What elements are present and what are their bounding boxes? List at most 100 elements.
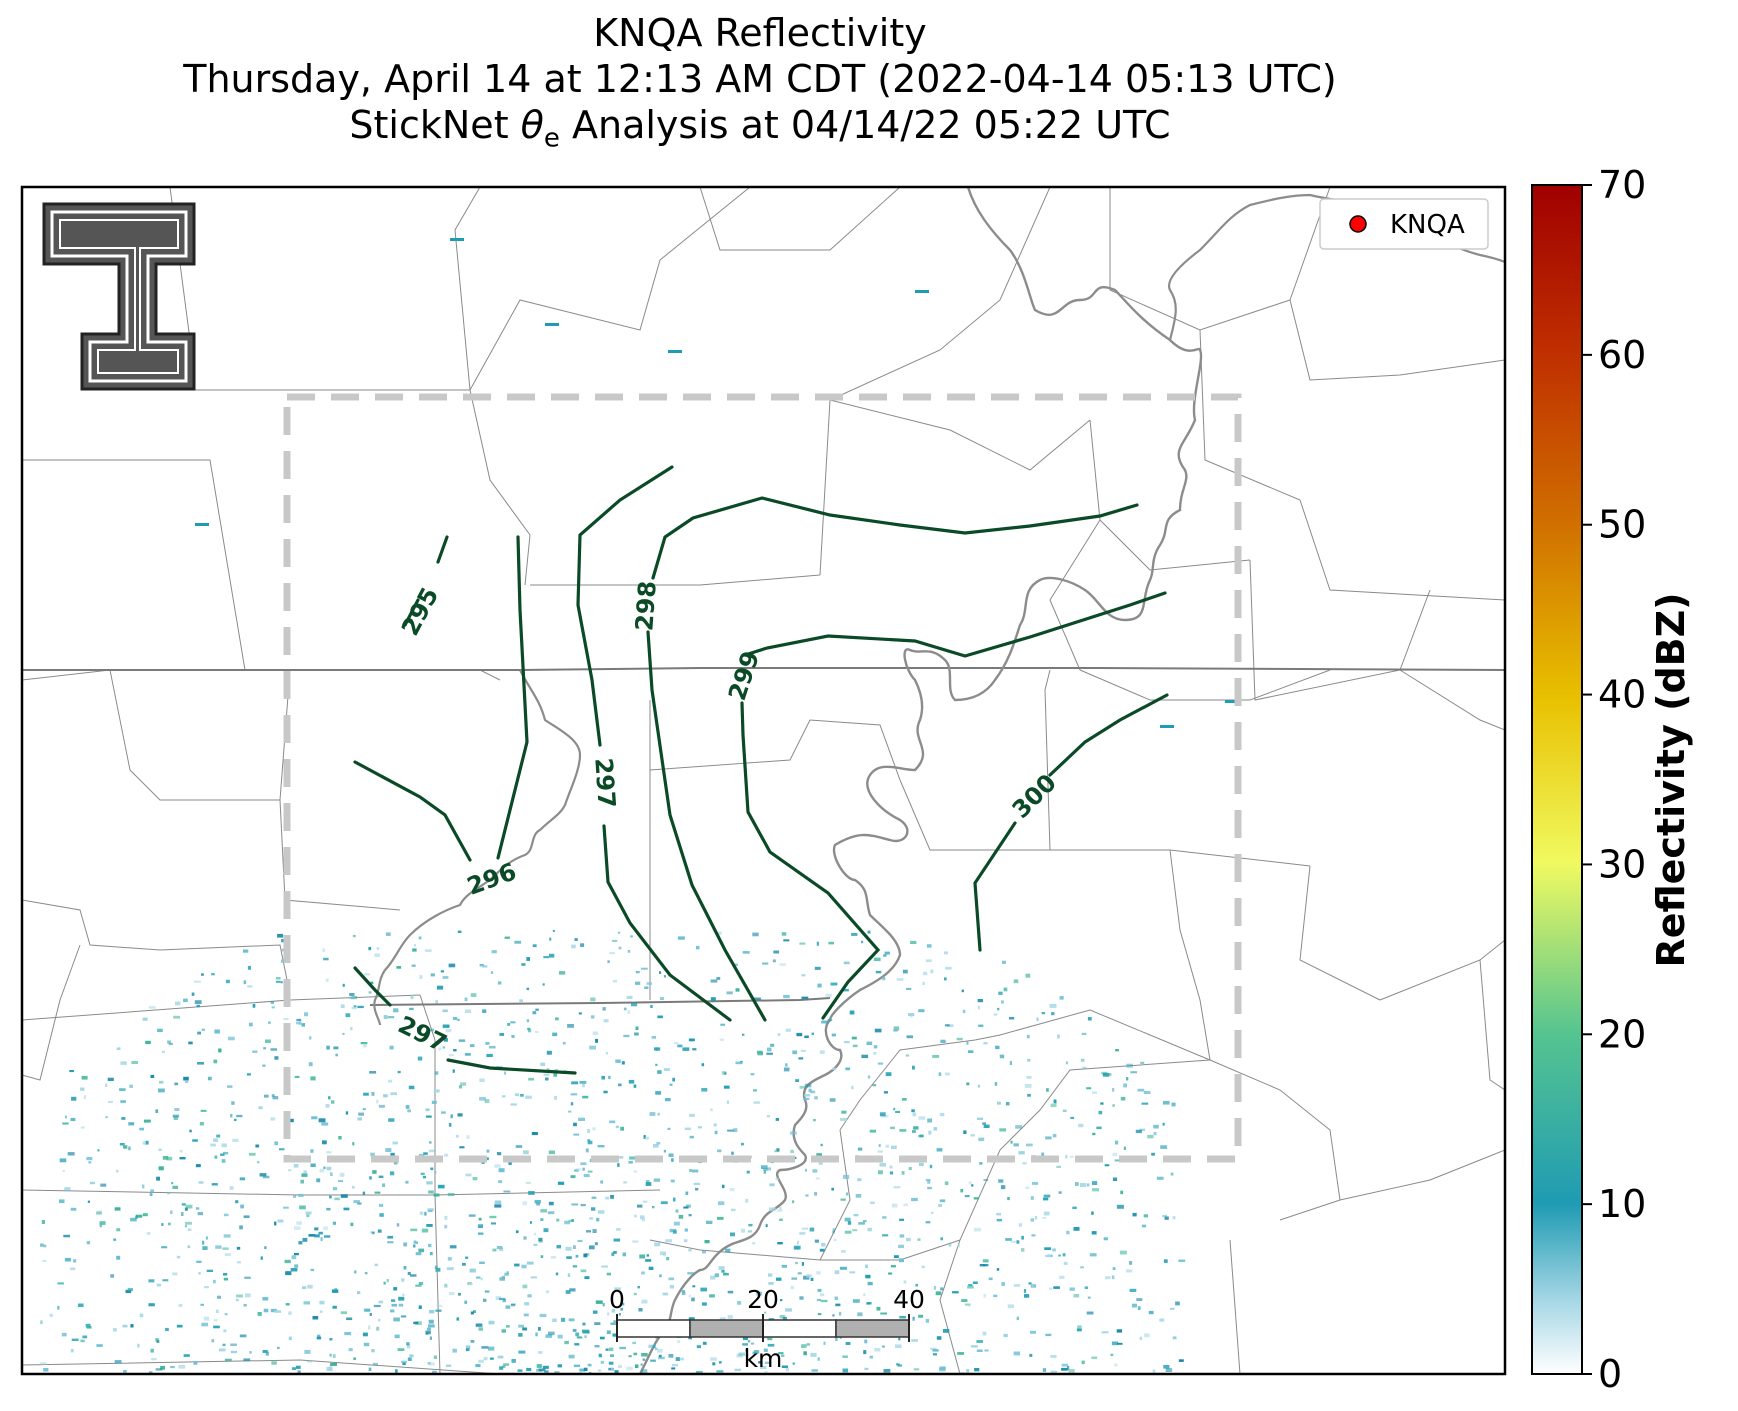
radar-pixel [350, 1027, 353, 1031]
radar-pixel [1084, 1286, 1089, 1289]
radar-pixel [629, 1156, 636, 1160]
radar-pixel [296, 1018, 302, 1021]
radar-pixel [398, 1296, 405, 1301]
radar-pixel [575, 1332, 580, 1337]
radar-pixel [399, 1386, 403, 1389]
radar-pixel [613, 1238, 621, 1242]
radar-pixel [1056, 1393, 1061, 1396]
radar-pixel [129, 1084, 133, 1088]
radar-pixel [642, 1200, 648, 1203]
radar-pixel [1144, 1333, 1150, 1338]
scale-bar: 0 20 40 km [609, 1285, 925, 1373]
radar-pixel [1137, 1088, 1145, 1092]
radar-pixel [1139, 1336, 1142, 1341]
radar-pixel [993, 1294, 998, 1298]
radar-pixel [702, 1250, 706, 1254]
radar-pixel [510, 1021, 516, 1024]
radar-pixel [344, 1332, 352, 1336]
radar-pixel [405, 1389, 407, 1393]
radar-pixel [1027, 1034, 1030, 1039]
radar-pixel [891, 1397, 898, 1401]
radar-pixel [611, 1252, 615, 1256]
radar-pixel [968, 1304, 971, 1307]
radar-pixel [934, 1391, 938, 1394]
radar-pixel [518, 1324, 524, 1328]
radar-pixel [814, 1192, 818, 1196]
radar-pixel [641, 1271, 645, 1275]
radar-pixel [216, 1309, 219, 1313]
radar-pixel [961, 989, 964, 993]
radar-pixel [526, 987, 530, 991]
radar-pixel [896, 978, 904, 981]
radar-pixel [442, 976, 449, 979]
radar-pixel [748, 1223, 753, 1227]
radar-pixel [763, 1170, 766, 1174]
radar-pixel [534, 1387, 536, 1390]
radar-pixel [1162, 1100, 1170, 1105]
radar-pixel [891, 1203, 898, 1208]
radar-pixel [240, 1204, 244, 1209]
radar-pixel [545, 323, 559, 326]
radar-pixel [746, 1170, 750, 1174]
radar-pixel [255, 1144, 260, 1148]
radar-pixel [769, 1207, 776, 1212]
radar-pixel [567, 1110, 572, 1113]
radar-pixel [1116, 1204, 1124, 1209]
radar-pixel [800, 1049, 806, 1052]
radar-pixel [264, 1094, 269, 1098]
radar-pixel [371, 1091, 375, 1096]
radar-pixel [602, 1007, 606, 1011]
radar-pixel [318, 1118, 326, 1123]
radar-pixel [905, 1054, 910, 1057]
radar-pixel [1073, 1293, 1080, 1298]
radar-pixel [310, 1163, 316, 1167]
radar-pixel [352, 1142, 355, 1146]
radar-pixel [470, 993, 477, 997]
radar-pixel [582, 1322, 586, 1326]
contour-295 [403, 535, 449, 627]
radar-pixel [809, 1227, 815, 1232]
radar-pixel [195, 1207, 200, 1210]
radar-pixel [968, 1181, 972, 1185]
radar-pixel [872, 1084, 877, 1087]
radar-pixel [1031, 1283, 1034, 1288]
radar-pixel [415, 1252, 422, 1256]
radar-pixel [824, 1376, 828, 1379]
radar-pixel [378, 1175, 384, 1178]
radar-pixel [524, 1302, 530, 1306]
radar-pixel [895, 1110, 901, 1113]
radar-pixel [340, 1004, 345, 1009]
radar-pixel [97, 1149, 100, 1152]
radar-pixel [658, 1354, 662, 1358]
radar-pixel [362, 1191, 366, 1195]
radar-pixel [825, 993, 832, 998]
radar-pixel [798, 1057, 804, 1060]
radar-pixel [378, 1318, 381, 1322]
scale-unit: km [744, 1344, 783, 1373]
radar-pixel [601, 1075, 605, 1080]
radar-pixel [574, 1343, 580, 1346]
radar-pixel [401, 1360, 407, 1363]
radar-pixel [394, 1334, 400, 1339]
radar-pixel [775, 1118, 779, 1121]
radar-pixel [806, 1343, 811, 1346]
radar-pixel [205, 1236, 208, 1240]
radar-pixel [291, 1367, 296, 1370]
radar-pixel [502, 1365, 506, 1368]
radar-pixel [425, 1108, 430, 1112]
radar-pixel [1129, 1261, 1133, 1265]
radar-pixel [230, 1113, 233, 1118]
radar-pixel [397, 1070, 401, 1074]
radar-pixel [1112, 1267, 1116, 1270]
radar-pixel [449, 1395, 451, 1398]
radar-pixel [845, 1067, 851, 1071]
radar-pixel [861, 1054, 869, 1059]
radar-pixel [185, 1221, 192, 1225]
radar-pixel [157, 1028, 163, 1032]
radar-pixel [730, 1208, 736, 1212]
radar-pixel [534, 1200, 541, 1204]
radar-pixel [522, 1284, 528, 1289]
radar-pixel [301, 1173, 308, 1177]
radar-pixel [452, 1348, 457, 1353]
radar-pixel [1009, 1061, 1012, 1065]
